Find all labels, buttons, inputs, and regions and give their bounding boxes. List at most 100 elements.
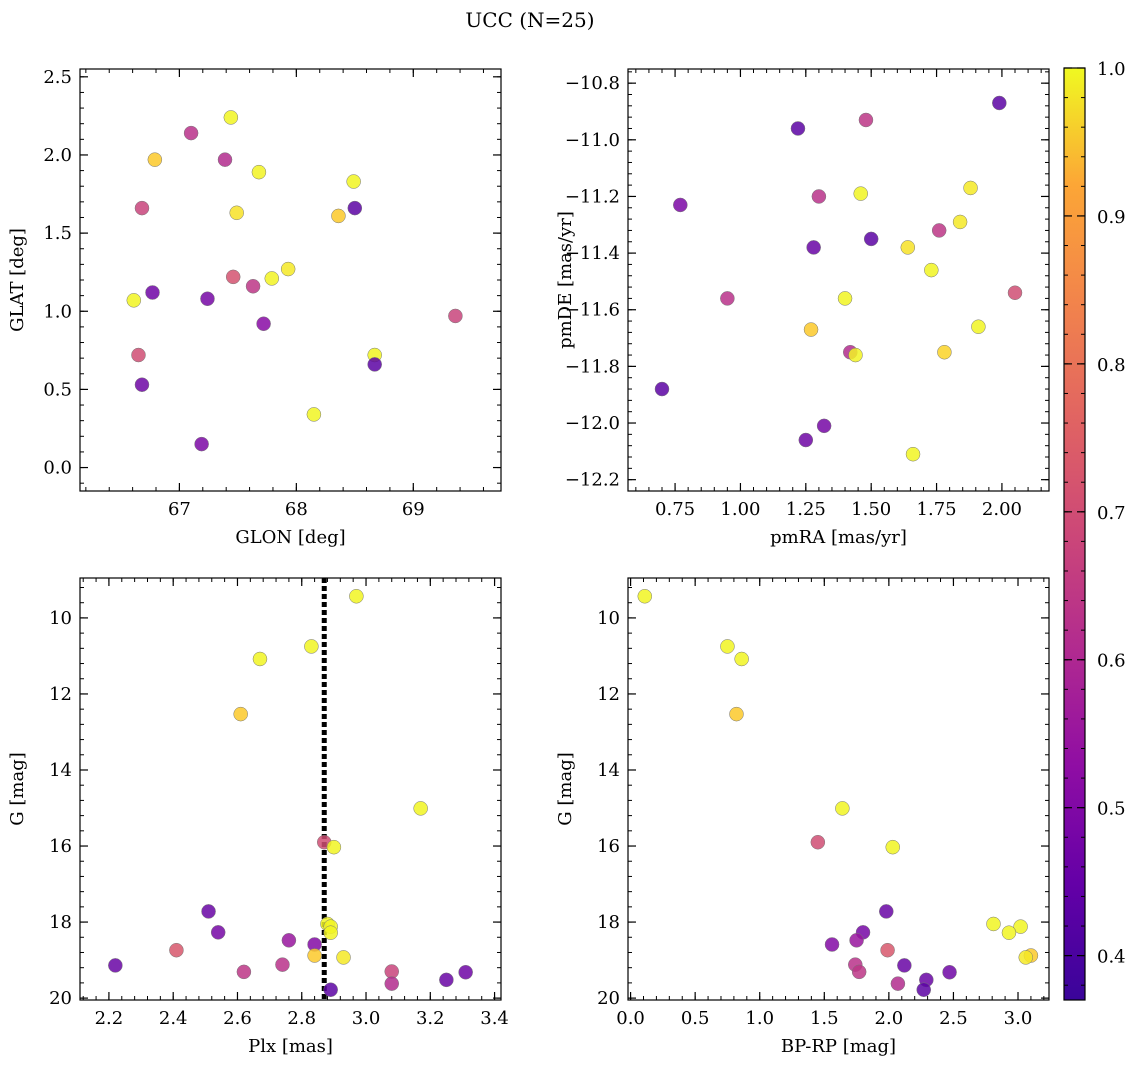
scatter-point [637,588,653,604]
axes-frame [79,577,502,1001]
y-tick-label: 0.0 [43,458,72,479]
axes-frame [627,577,1050,1001]
scatter-point [126,293,142,308]
y-tick-label: −11.8 [565,356,620,377]
x-axis-label: BP-RP [mag] [781,1036,896,1057]
x-tick-label: 1.5 [810,1008,839,1029]
scatter-point [210,925,226,940]
y-tick-label: −11.4 [565,243,620,264]
scatter-point [986,916,1001,932]
scatter-point [264,271,280,286]
x-tick-label: 0.75 [655,499,695,520]
scatter-point [803,322,819,337]
scatter-point [720,291,735,306]
scatter-point [848,347,863,363]
y-tick-label: −12.2 [565,470,620,491]
scatter-point [225,269,241,285]
scatter-point [256,316,271,332]
scatter-point [147,152,163,167]
scatter-point [952,214,968,230]
scatter-point [323,982,338,997]
x-tick-label: 67 [168,499,191,520]
y-tick-label: −11.2 [565,186,620,207]
y-tick-label: 2.5 [43,67,72,88]
scatter-point [916,982,931,997]
scatter-point [236,964,252,980]
scatter-point [306,407,322,422]
scatter-point [384,964,399,979]
scatter-point [863,231,879,247]
scatter-point [347,200,363,216]
scatter-point [835,801,850,816]
x-tick-label: 1.75 [917,499,957,520]
scatter-point [1007,285,1023,300]
scatter-point [439,972,454,988]
scatter-point [183,125,199,141]
y-axis-label: pmDE [mas/yr] [555,211,576,349]
y-tick-label: 1.5 [43,223,72,244]
y-tick-label: 1.0 [43,301,72,322]
scatter-point [251,164,267,180]
scatter-point [252,651,268,667]
scatter-point [1013,919,1028,934]
y-tick-label: 16 [49,836,72,857]
y-tick-label: −11.0 [565,130,620,151]
x-tick-label: 3.0 [352,1008,381,1029]
scatter-point [937,344,952,360]
y-tick-label: 0.5 [43,379,72,400]
x-tick-label: 2.8 [287,1008,316,1029]
x-tick-label: 2.6 [223,1008,252,1029]
scatter-point [849,933,864,948]
panel-plx-g: 2.2 2.4 2.6 2.8 3.0 3.2 3.4 10 12 14 16 18 20 Plx [ma… [7,577,509,1057]
scatter-point [346,174,361,189]
scatter-point [194,436,209,452]
scatter-point [217,152,233,167]
scatter-point [233,706,248,722]
x-tick-label: 1.0 [745,1008,774,1029]
x-tick-label: 1.25 [786,499,826,520]
scatter-point [971,319,986,334]
scatter-point [349,588,364,604]
y-tick-label: 18 [597,912,620,933]
scatter-point [307,948,322,963]
colorbar-tick-label: 0.6 [1097,651,1126,672]
colorbar: 0.4 0.5 0.6 0.7 0.8 0.9 1.0 [1063,59,1126,1001]
axes-frame [627,68,1050,492]
scatter-point [720,639,735,654]
colorbar-tick-label: 1.0 [1097,59,1126,80]
x-tick-label: 0.0 [616,1008,645,1029]
colorbar-tick-label: 0.7 [1097,503,1126,524]
axes-frame [79,68,502,492]
scatter-point [448,308,463,324]
scatter-point [336,950,351,965]
scatter-point [131,347,146,363]
y-tick-label: −10.8 [565,73,620,94]
y-axis-label: G [mag] [555,752,576,825]
scatter-point [134,200,150,216]
scatter-point [824,937,840,952]
y-axis-label: G [mag] [7,752,28,825]
x-tick-label: 68 [285,499,308,520]
scatter-point [201,904,216,919]
scatter-point [280,261,296,277]
scatter-point [281,933,297,948]
scatter-point [890,976,906,991]
scatter-point [145,285,160,300]
x-tick-label: 3.4 [480,1008,509,1029]
scatter-point [931,223,947,238]
scatter-point [326,839,342,855]
scatter-point [837,291,853,306]
scatter-point [275,957,290,972]
scatter-point [331,208,346,224]
y-tick-label: 10 [49,608,72,629]
scatter-point [169,942,184,958]
scatter-point [851,964,867,980]
scatter-point [880,942,895,958]
y-tick-label: 20 [49,988,72,1009]
scatter-point [897,958,912,973]
scatter-point [853,186,868,201]
scatter-point [223,110,239,125]
scatter-point [816,418,832,434]
scatter-point [729,706,744,722]
scatter-point [1001,925,1017,940]
